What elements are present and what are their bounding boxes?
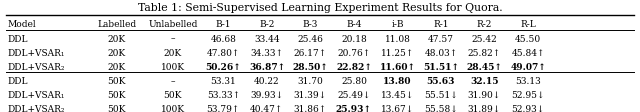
Text: 46.68: 46.68: [211, 34, 236, 43]
Text: 11.08: 11.08: [385, 34, 410, 43]
Text: 20K: 20K: [108, 48, 126, 57]
Text: Table 1: Semi-Supervised Learning Experiment Results for Quora.: Table 1: Semi-Supervised Learning Experi…: [138, 3, 502, 13]
Text: 100K: 100K: [161, 62, 185, 71]
Text: 25.42: 25.42: [472, 34, 497, 43]
Text: 55.63: 55.63: [427, 76, 455, 85]
Text: 50K: 50K: [108, 104, 126, 112]
Text: 53.79↑: 53.79↑: [207, 104, 240, 112]
Text: 53.13: 53.13: [515, 76, 541, 85]
Text: 31.90↓: 31.90↓: [468, 90, 501, 99]
Text: 49.07↑: 49.07↑: [510, 62, 546, 71]
Text: DDL: DDL: [8, 34, 28, 43]
Text: 31.39↓: 31.39↓: [294, 90, 327, 99]
Text: 40.47↑: 40.47↑: [250, 104, 284, 112]
Text: –: –: [170, 34, 175, 43]
Text: R-L: R-L: [520, 20, 536, 29]
Text: 25.46: 25.46: [298, 34, 323, 43]
Text: DDL+VSAR₁: DDL+VSAR₁: [8, 90, 65, 99]
Text: 20K: 20K: [108, 34, 126, 43]
Text: 28.45↑: 28.45↑: [467, 62, 502, 71]
Text: 40.22: 40.22: [254, 76, 280, 85]
Text: 33.44: 33.44: [254, 34, 280, 43]
Text: Labelled: Labelled: [97, 20, 136, 29]
Text: 34.33↑: 34.33↑: [250, 48, 284, 57]
Text: 48.03↑: 48.03↑: [424, 48, 458, 57]
Text: 31.89↓: 31.89↓: [468, 104, 501, 112]
Text: 26.17↑: 26.17↑: [294, 48, 327, 57]
Text: 52.95↓: 52.95↓: [511, 90, 545, 99]
Text: R-1: R-1: [433, 20, 449, 29]
Text: 52.93↓: 52.93↓: [511, 104, 545, 112]
Text: DDL+VSAR₁: DDL+VSAR₁: [8, 48, 65, 57]
Text: 39.93↓: 39.93↓: [250, 90, 284, 99]
Text: DDL+VSAR₂: DDL+VSAR₂: [8, 104, 65, 112]
Text: 25.80: 25.80: [341, 76, 367, 85]
Text: 32.15: 32.15: [470, 76, 499, 85]
Text: 20.76↑: 20.76↑: [337, 48, 371, 57]
Text: 47.80↑: 47.80↑: [207, 48, 240, 57]
Text: Model: Model: [8, 20, 36, 29]
Text: 100K: 100K: [161, 104, 185, 112]
Text: 50.26↑: 50.26↑: [205, 62, 241, 71]
Text: 45.84↑: 45.84↑: [511, 48, 545, 57]
Text: 53.31: 53.31: [211, 76, 236, 85]
Text: i-B: i-B: [391, 20, 404, 29]
Text: Unlabelled: Unlabelled: [148, 20, 198, 29]
Text: 55.58↓: 55.58↓: [424, 104, 458, 112]
Text: 55.51↓: 55.51↓: [424, 90, 458, 99]
Text: 53.33↑: 53.33↑: [207, 90, 240, 99]
Text: 51.51↑: 51.51↑: [423, 62, 459, 71]
Text: 20K: 20K: [164, 48, 182, 57]
Text: –: –: [170, 76, 175, 85]
Text: 20K: 20K: [108, 62, 126, 71]
Text: 28.50↑: 28.50↑: [292, 62, 328, 71]
Text: 50K: 50K: [164, 90, 182, 99]
Text: 13.67↓: 13.67↓: [381, 104, 414, 112]
Text: B-3: B-3: [303, 20, 318, 29]
Text: 22.82↑: 22.82↑: [336, 62, 372, 71]
Text: 45.50: 45.50: [515, 34, 541, 43]
Text: B-4: B-4: [346, 20, 362, 29]
Text: 47.57: 47.57: [428, 34, 454, 43]
Text: 11.60↑: 11.60↑: [380, 62, 415, 71]
Text: DDL: DDL: [8, 76, 28, 85]
Text: 20.18: 20.18: [341, 34, 367, 43]
Text: 31.86↑: 31.86↑: [294, 104, 327, 112]
Text: B-1: B-1: [216, 20, 231, 29]
Text: 13.80: 13.80: [383, 76, 412, 85]
Text: DDL+VSAR₂: DDL+VSAR₂: [8, 62, 65, 71]
Text: B-2: B-2: [259, 20, 275, 29]
Text: 50K: 50K: [108, 90, 126, 99]
Text: 50K: 50K: [108, 76, 126, 85]
Text: 36.87↑: 36.87↑: [249, 62, 285, 71]
Text: 11.25↑: 11.25↑: [381, 48, 414, 57]
Text: 13.45↓: 13.45↓: [381, 90, 414, 99]
Text: 25.82↑: 25.82↑: [468, 48, 501, 57]
Text: 25.93↑: 25.93↑: [336, 104, 372, 112]
Text: R-2: R-2: [477, 20, 492, 29]
Text: 31.70: 31.70: [298, 76, 323, 85]
Text: 25.49↓: 25.49↓: [337, 90, 371, 99]
